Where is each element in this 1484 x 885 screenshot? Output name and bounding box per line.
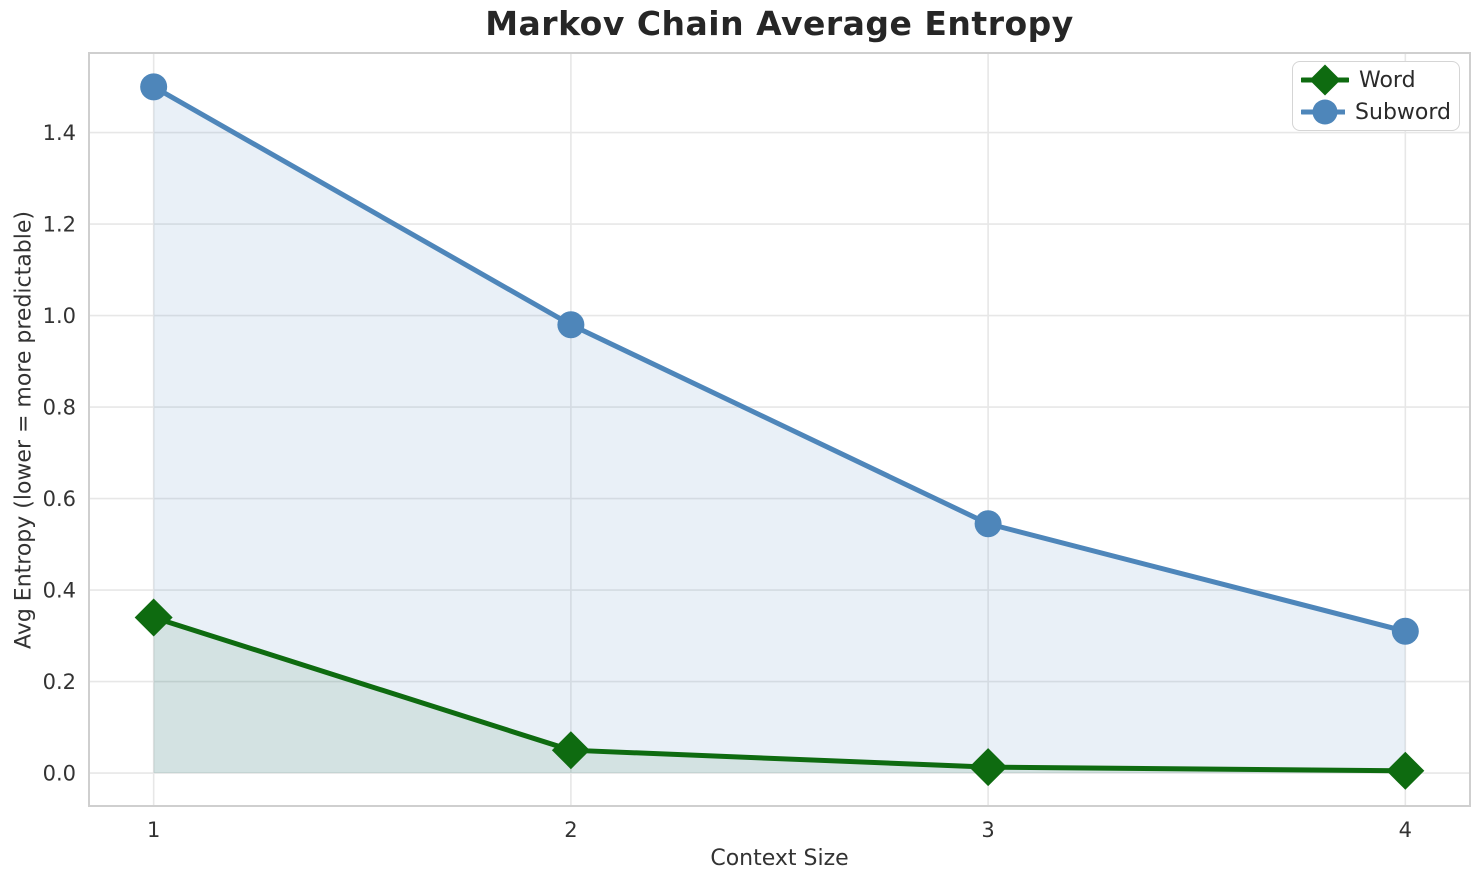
chart-title: Markov Chain Average Entropy	[485, 4, 1074, 43]
x-tick-label: 2	[564, 818, 577, 842]
series-fill-word	[153, 617, 1406, 774]
y-tick-label: 0.2	[43, 670, 76, 694]
marker-word-4	[1386, 751, 1425, 790]
marker-word-1	[134, 598, 173, 637]
legend-sample-marker	[1312, 99, 1338, 125]
legend-label: Word	[1359, 67, 1416, 93]
marker-subword-2	[557, 311, 585, 339]
series-line-word	[151, 615, 1408, 774]
series-line-subword	[151, 84, 1408, 634]
legend-label: Subword	[1355, 99, 1451, 125]
marker-subword-1	[140, 73, 168, 101]
y-tick-label: 0.0	[43, 762, 76, 786]
x-tick-label: 1	[147, 818, 160, 842]
marker-subword-4	[1391, 617, 1419, 645]
marker-word-2	[551, 731, 590, 770]
legend-marker-diamond-icon	[1301, 64, 1349, 96]
marker-subword-3	[974, 510, 1002, 538]
legend-marker-circle-icon	[1301, 99, 1346, 125]
legend-item-word: Word	[1301, 64, 1451, 96]
y-tick-label: 1.4	[43, 121, 76, 145]
y-tick-label: 1.2	[43, 213, 76, 237]
y-tick-label: 0.4	[43, 579, 76, 603]
axes-frame	[88, 52, 1471, 807]
legend-item-subword: Subword	[1301, 96, 1451, 128]
y-tick-label: 0.6	[43, 487, 76, 511]
x-tick-label: 4	[1399, 818, 1412, 842]
x-axis-label: Context Size	[710, 846, 849, 871]
y-tick-label: 0.8	[43, 396, 76, 420]
legend-sample-marker	[1309, 64, 1341, 96]
marker-word-3	[969, 748, 1008, 787]
y-tick-label: 1.0	[43, 304, 76, 328]
x-tick-label: 3	[981, 818, 994, 842]
series-fill-subword	[153, 86, 1406, 774]
legend: Word Subword	[1292, 61, 1460, 131]
